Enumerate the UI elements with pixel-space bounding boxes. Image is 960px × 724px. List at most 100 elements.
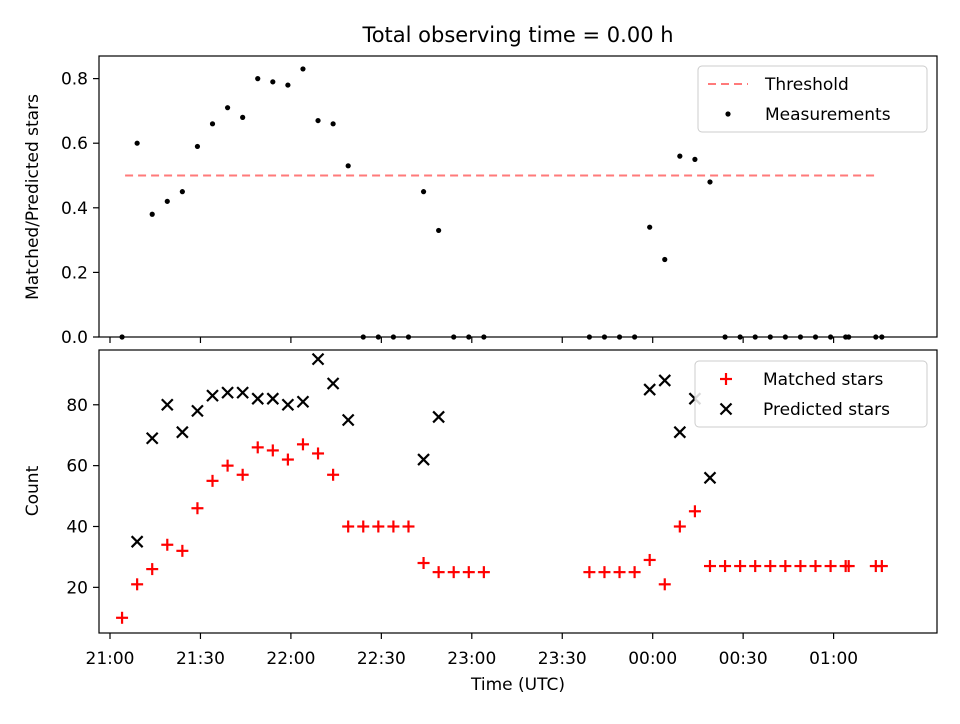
measurements-point — [345, 163, 351, 169]
y-tick-label: 0.0 — [61, 328, 88, 348]
matched-stars-point — [779, 560, 792, 573]
matched-stars-point — [643, 553, 656, 566]
y-tick-label: 0.8 — [61, 70, 88, 90]
matched-stars-point — [161, 538, 174, 551]
measurements-point — [149, 211, 155, 217]
matched-stars-legend-marker — [720, 373, 732, 385]
ratio-legend: Threshold Measurements — [697, 65, 928, 133]
matched-stars-point — [794, 560, 807, 573]
matched-stars-point — [296, 438, 309, 451]
matched-stars-point — [809, 560, 822, 573]
x-tick-label: 23:30 — [538, 649, 587, 669]
predicted-stars-point — [191, 404, 204, 418]
measurements-point — [194, 143, 201, 150]
measurements-point — [164, 198, 170, 204]
measurements-point — [255, 76, 261, 82]
matched-stars-point — [613, 566, 626, 579]
matched-stars-point — [658, 578, 671, 591]
matched-stars-point — [191, 502, 204, 515]
predicted-stars-point — [266, 392, 280, 405]
measurements-point — [285, 82, 291, 88]
chart-title: Total observing time = 0.00 h — [361, 23, 673, 47]
matched-stars-point — [875, 560, 888, 573]
matched-stars-point — [221, 459, 234, 472]
matched-stars-point — [842, 560, 855, 573]
predicted-stars-point — [341, 413, 355, 427]
count-y-axis-label: Count — [23, 465, 43, 516]
predicted-stars-point — [326, 377, 340, 390]
predicted-stars-point — [176, 425, 189, 439]
x-tick-label: 21:00 — [86, 649, 135, 669]
matched-stars-point — [146, 563, 159, 576]
measurements-point — [315, 117, 321, 124]
matched-stars-point — [824, 560, 837, 573]
matched-stars-point — [372, 520, 385, 533]
measurements-point — [662, 256, 668, 263]
predicted-stars-point — [145, 431, 159, 445]
measurements-point — [707, 179, 713, 185]
count-plot-frame — [98, 349, 938, 634]
y-tick-label: 40 — [66, 517, 88, 537]
matched-stars-point — [628, 566, 641, 579]
predicted-stars-point — [161, 398, 174, 412]
measurements-legend-label: Measurements — [765, 105, 891, 125]
matched-stars-point — [357, 520, 370, 533]
measurements-point — [179, 189, 185, 195]
predicted-stars-point — [673, 425, 687, 439]
x-tick-label: 00:30 — [719, 649, 768, 669]
measurements-point — [436, 227, 442, 234]
measurements-legend-marker — [725, 111, 731, 117]
matched-stars-point — [236, 468, 249, 481]
predicted-stars-point — [658, 374, 672, 387]
measurements-point — [647, 224, 653, 230]
predicted-stars-point — [311, 352, 325, 366]
measurements-point — [300, 66, 306, 72]
matched-stars-legend-label: Matched stars — [763, 370, 883, 390]
matched-stars-point — [447, 566, 460, 579]
measurements-point — [270, 79, 276, 85]
count-legend: Matched stars Predicted stars — [694, 360, 928, 428]
matched-stars-point — [402, 520, 415, 533]
threshold-legend-label: Threshold — [764, 75, 849, 95]
measurements-point — [330, 121, 336, 127]
matched-stars-point — [673, 520, 686, 533]
measurements-point — [224, 105, 231, 111]
matched-stars-point — [703, 560, 716, 573]
legend-box — [694, 360, 928, 428]
legend-box — [697, 65, 928, 133]
matched-stars-point — [116, 611, 129, 624]
matched-stars-point — [176, 544, 189, 557]
x-tick-label: 21:30 — [176, 649, 225, 669]
predicted-stars-point — [296, 395, 310, 409]
matched-stars-point — [281, 453, 294, 466]
matched-stars-point — [477, 566, 490, 579]
matched-stars-point — [266, 444, 279, 457]
predicted-stars-point — [432, 410, 445, 424]
matched-stars-point — [734, 560, 747, 573]
y-tick-label: 60 — [66, 457, 88, 477]
x-tick-label: 22:00 — [266, 649, 315, 669]
predicted-stars-point — [417, 453, 430, 466]
matched-stars-point — [432, 566, 445, 579]
matched-stars-point — [131, 578, 144, 591]
predicted-stars-point — [703, 471, 717, 485]
predicted-stars-point — [130, 535, 144, 548]
matched-stars-point — [312, 447, 325, 460]
measurements-point — [209, 121, 216, 127]
measurements-point — [692, 156, 698, 162]
matched-stars-point — [251, 441, 264, 454]
measurements-point — [134, 140, 140, 146]
x-tick-label: 23:00 — [447, 649, 496, 669]
matched-stars-point — [598, 566, 611, 579]
matched-stars-point — [688, 505, 701, 518]
predicted-stars-point — [251, 392, 265, 405]
x-tick-label: 01:00 — [809, 649, 858, 669]
measurements-point — [677, 153, 683, 159]
ratio-plot-frame — [98, 55, 938, 338]
matched-stars-point — [749, 560, 762, 573]
y-tick-label: 0.2 — [61, 263, 88, 283]
ratio-panel: 0.00.20.40.60.8 Matched/Predicted stars … — [23, 55, 938, 348]
predicted-stars-point — [281, 398, 295, 412]
matched-stars-point — [719, 560, 732, 573]
